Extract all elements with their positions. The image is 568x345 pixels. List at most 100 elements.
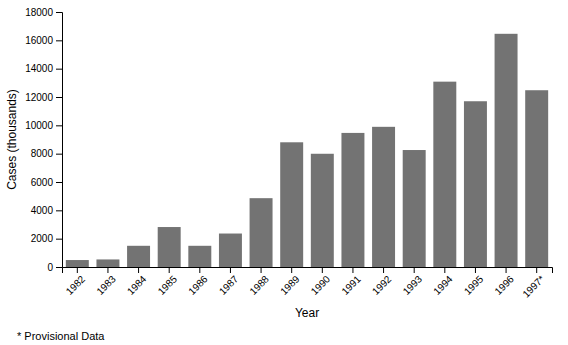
x-tick-mark bbox=[444, 267, 445, 273]
x-tick-label: 1990 bbox=[309, 273, 333, 297]
y-tick-mark bbox=[56, 210, 62, 211]
x-axis-line bbox=[63, 268, 553, 274]
bar bbox=[127, 246, 150, 267]
y-tick-label: 6000 bbox=[31, 177, 54, 188]
x-tick-label: 1989 bbox=[278, 273, 302, 297]
bar bbox=[66, 260, 89, 267]
x-tick: 1992 bbox=[370, 267, 394, 297]
x-tick: 1988 bbox=[247, 267, 271, 297]
bar bbox=[495, 34, 518, 267]
y-tick-label: 10000 bbox=[25, 120, 53, 131]
x-tick-label: 1985 bbox=[156, 273, 180, 297]
x-tick-mark bbox=[536, 267, 537, 273]
bar bbox=[188, 246, 211, 267]
y-tick-mark bbox=[56, 69, 62, 70]
x-tick-mark bbox=[261, 267, 262, 273]
x-tick: 1987 bbox=[217, 267, 241, 297]
y-tick-mark bbox=[56, 239, 62, 240]
x-axis-title: Year bbox=[295, 306, 319, 320]
x-tick-mark bbox=[291, 267, 292, 273]
x-tick: 1996 bbox=[492, 267, 516, 297]
x-tick-mark bbox=[199, 267, 200, 273]
bar bbox=[311, 154, 334, 267]
x-tick-label: 1993 bbox=[401, 273, 425, 297]
x-tick-mark bbox=[383, 267, 384, 273]
x-tick-mark bbox=[107, 267, 108, 273]
y-tick-mark bbox=[56, 267, 62, 268]
x-tick-mark bbox=[230, 267, 231, 273]
y-axis-line bbox=[56, 13, 63, 268]
x-tick: 1991 bbox=[339, 267, 363, 297]
bar bbox=[525, 90, 548, 267]
y-tick-label: 4000 bbox=[31, 205, 54, 216]
y-tick-label: 18000 bbox=[25, 7, 53, 18]
y-tick-label: 14000 bbox=[25, 63, 53, 74]
x-tick-label: 1987 bbox=[217, 273, 241, 297]
y-tick-mark bbox=[56, 97, 62, 98]
x-tick-label: 1986 bbox=[186, 273, 210, 297]
x-tick-label: 1991 bbox=[339, 273, 363, 297]
y-tick: 4000 bbox=[31, 205, 62, 216]
x-tick-mark bbox=[506, 267, 507, 273]
x-tick: 1986 bbox=[186, 267, 210, 297]
x-tick-label: 1982 bbox=[64, 273, 88, 297]
bar bbox=[341, 133, 364, 267]
x-tick-label: 1983 bbox=[94, 273, 118, 297]
x-tick-mark bbox=[352, 267, 353, 273]
bar bbox=[250, 198, 273, 267]
bar bbox=[464, 101, 487, 267]
y-tick-mark bbox=[56, 125, 62, 126]
x-axis: 19821983 1984 19851986 19871988 1989 19901991… bbox=[63, 267, 553, 300]
y-tick-mark bbox=[56, 154, 62, 155]
x-tick: 1995 bbox=[462, 267, 486, 297]
y-tick-label: 0 bbox=[47, 262, 53, 273]
y-tick: 18000 bbox=[25, 7, 62, 18]
y-tick-mark bbox=[56, 40, 62, 41]
chart: 19821983 1984 19851986 19871988 1989 19901991… bbox=[0, 0, 568, 345]
x-tick-label: 1988 bbox=[247, 273, 271, 297]
footnote: * Provisional Data bbox=[17, 330, 105, 342]
x-tick: 1982 bbox=[64, 267, 88, 297]
x-tick-mark bbox=[169, 267, 170, 273]
y-tick: 8000 bbox=[31, 148, 62, 159]
y-tick: 16000 bbox=[25, 35, 62, 46]
x-tick-label: 1992 bbox=[370, 273, 394, 297]
y-tick: 10000 bbox=[25, 120, 62, 131]
x-tick: 1989 bbox=[278, 267, 302, 297]
x-tick: 1984 bbox=[125, 267, 149, 297]
y-tick: 14000 bbox=[25, 63, 62, 74]
x-tick: 1990 bbox=[309, 267, 333, 297]
y-tick: 12000 bbox=[25, 92, 62, 103]
y-tick-mark bbox=[56, 182, 62, 183]
bar bbox=[219, 234, 242, 267]
y-tick-label: 12000 bbox=[25, 92, 53, 103]
bar bbox=[158, 227, 181, 267]
bar bbox=[280, 142, 303, 267]
y-axis: 0 2000 4000 6000 8000 10000 12000 14000 16000 180… bbox=[25, 7, 62, 273]
bar bbox=[372, 127, 395, 267]
x-tick-label: 1994 bbox=[431, 273, 455, 297]
x-tick: 1985 bbox=[156, 267, 180, 297]
y-tick-mark bbox=[56, 12, 62, 13]
y-tick-label: 8000 bbox=[31, 148, 54, 159]
y-axis-title: Cases (thousands) bbox=[5, 89, 19, 190]
x-tick-label: 1997* bbox=[520, 273, 546, 299]
bars bbox=[66, 34, 548, 267]
x-tick-mark bbox=[138, 267, 139, 273]
y-tick-label: 16000 bbox=[25, 35, 53, 46]
x-tick: 1993 bbox=[401, 267, 425, 297]
x-tick-mark bbox=[475, 267, 476, 273]
bar bbox=[403, 150, 426, 267]
plot: 19821983 1984 19851986 19871988 1989 19901991… bbox=[25, 7, 552, 320]
x-tick: 1997* bbox=[520, 267, 546, 300]
y-tick: 0 bbox=[47, 262, 62, 273]
x-tick: 1983 bbox=[94, 267, 118, 297]
x-tick-mark bbox=[77, 267, 78, 273]
x-tick-mark bbox=[414, 267, 415, 273]
y-tick: 2000 bbox=[31, 233, 62, 244]
y-tick-label: 2000 bbox=[31, 233, 54, 244]
bar bbox=[433, 82, 456, 267]
x-tick-mark bbox=[322, 267, 323, 273]
x-tick-label: 1984 bbox=[125, 273, 149, 297]
x-tick-label: 1996 bbox=[492, 273, 516, 297]
